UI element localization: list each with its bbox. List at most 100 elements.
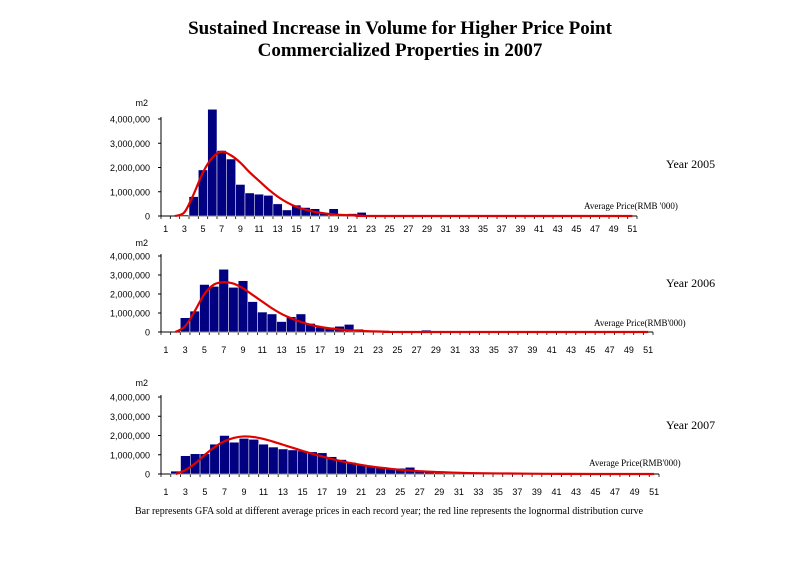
x-tick-label: 39 bbox=[515, 224, 525, 234]
x-tick-label: 11 bbox=[259, 487, 268, 497]
bar bbox=[328, 208, 339, 217]
panel-year-label: Year 2005 bbox=[666, 157, 715, 171]
x-tick-label: 41 bbox=[547, 345, 557, 355]
y-tick-label: 4,000,000 bbox=[110, 115, 150, 125]
x-tick-label: 25 bbox=[385, 224, 395, 234]
x-tick-label: 13 bbox=[277, 345, 287, 355]
bar bbox=[277, 448, 289, 475]
x-tick-label: 47 bbox=[610, 487, 620, 497]
bar bbox=[266, 313, 278, 333]
x-tick-label: 37 bbox=[512, 487, 522, 497]
x-tick-label: 35 bbox=[493, 487, 503, 497]
x-tick-label: 35 bbox=[489, 345, 499, 355]
x-tick-label: 45 bbox=[571, 224, 581, 234]
chart-panel-2: 0 1,000,000 2,000,000 3,000,000 4,000,000 m2 1… bbox=[110, 238, 715, 355]
x-tick-label: 17 bbox=[310, 224, 320, 234]
x-tick-label: 47 bbox=[590, 224, 600, 234]
y-tick-label: 4,000,000 bbox=[110, 252, 150, 262]
bar bbox=[208, 286, 220, 333]
x-tick-label: 1 bbox=[163, 345, 168, 355]
y-tick-label: 3,000,000 bbox=[110, 139, 150, 149]
x-tick-label: 3 bbox=[183, 487, 188, 497]
x-tick-label: 9 bbox=[240, 345, 245, 355]
x-tick-label: 3 bbox=[182, 224, 187, 234]
x-tick-label: 7 bbox=[221, 345, 226, 355]
x-tick-label: 25 bbox=[395, 487, 405, 497]
x-tick-label: 9 bbox=[241, 487, 246, 497]
x-tick-label: 25 bbox=[392, 345, 402, 355]
x-tick-label: 11 bbox=[254, 224, 263, 234]
x-tick-label: 31 bbox=[441, 224, 451, 234]
bar bbox=[297, 450, 308, 475]
x-tick-label: 15 bbox=[291, 224, 301, 234]
bar bbox=[218, 269, 229, 333]
x-tick-label: 17 bbox=[315, 345, 325, 355]
x-tick-label: 19 bbox=[329, 224, 339, 234]
x-tick-label: 33 bbox=[470, 345, 480, 355]
x-tick-label: 43 bbox=[566, 345, 576, 355]
chart-title-line-1: Sustained Increase in Volume for Higher … bbox=[188, 18, 612, 39]
y-tick-label: 2,000,000 bbox=[110, 290, 150, 300]
y-tick-label: 0 bbox=[145, 328, 150, 338]
bar bbox=[238, 438, 250, 475]
x-tick-label: 51 bbox=[627, 224, 637, 234]
bar bbox=[248, 439, 259, 475]
x-tick-label: 45 bbox=[585, 345, 595, 355]
x-tick-label: 17 bbox=[317, 487, 327, 497]
chart-title-line-2: Commercialized Properties in 2007 bbox=[257, 40, 543, 61]
x-tick-label: 23 bbox=[376, 487, 386, 497]
x-axis-title: Average Price(RMB'000) bbox=[589, 458, 681, 468]
lognormal-curve bbox=[174, 150, 633, 218]
chart-panel-3: 0 1,000,000 2,000,000 3,000,000 4,000,000 m2 1… bbox=[110, 378, 715, 497]
panel-year-label: Year 2007 bbox=[666, 418, 715, 432]
bar bbox=[344, 324, 355, 333]
panel-year-label: Year 2006 bbox=[666, 276, 715, 290]
x-tick-label: 39 bbox=[532, 487, 542, 497]
bar bbox=[272, 203, 283, 217]
y-tick-label: 3,000,000 bbox=[110, 271, 150, 281]
x-tick-label: 29 bbox=[434, 487, 444, 497]
x-tick-label: 1 bbox=[163, 487, 168, 497]
x-tick-label: 23 bbox=[366, 224, 376, 234]
bar bbox=[229, 441, 240, 475]
x-tick-label: 37 bbox=[508, 345, 518, 355]
x-tick-label: 51 bbox=[649, 487, 659, 497]
x-tick-label: 13 bbox=[278, 487, 288, 497]
y-tick-label: 1,000,000 bbox=[110, 187, 150, 197]
x-tick-label: 27 bbox=[415, 487, 425, 497]
x-tick-label: 41 bbox=[551, 487, 561, 497]
x-tick-label: 23 bbox=[373, 345, 383, 355]
x-tick-label: 21 bbox=[354, 345, 364, 355]
y-axis-unit-label: m2 bbox=[135, 378, 148, 388]
bar bbox=[244, 192, 255, 217]
x-tick-label: 35 bbox=[478, 224, 488, 234]
bar bbox=[189, 310, 200, 333]
x-tick-label: 45 bbox=[591, 487, 601, 497]
x-tick-label: 19 bbox=[337, 487, 347, 497]
bar bbox=[199, 284, 210, 333]
x-tick-label: 15 bbox=[296, 345, 306, 355]
y-tick-label: 0 bbox=[145, 212, 150, 222]
x-tick-label: 29 bbox=[431, 345, 441, 355]
x-tick-label: 7 bbox=[219, 224, 224, 234]
x-axis-title: Average Price(RMB '000) bbox=[584, 201, 678, 211]
x-tick-label: 47 bbox=[605, 345, 615, 355]
y-tick-label: 4,000,000 bbox=[110, 393, 150, 403]
x-tick-label: 7 bbox=[222, 487, 227, 497]
bar bbox=[216, 150, 227, 217]
x-tick-label: 29 bbox=[422, 224, 432, 234]
x-tick-label: 43 bbox=[553, 224, 563, 234]
x-tick-label: 9 bbox=[238, 224, 243, 234]
x-tick-label: 1 bbox=[163, 224, 168, 234]
bar bbox=[247, 301, 258, 333]
x-tick-label: 33 bbox=[459, 224, 469, 234]
x-tick-label: 5 bbox=[202, 345, 207, 355]
x-axis-title: Average Price(RMB'000) bbox=[594, 318, 686, 328]
x-tick-label: 5 bbox=[200, 224, 205, 234]
x-tick-label: 49 bbox=[630, 487, 640, 497]
bar bbox=[257, 311, 268, 333]
x-tick-label: 3 bbox=[183, 345, 188, 355]
y-tick-label: 2,000,000 bbox=[110, 431, 150, 441]
x-tick-label: 21 bbox=[347, 224, 357, 234]
